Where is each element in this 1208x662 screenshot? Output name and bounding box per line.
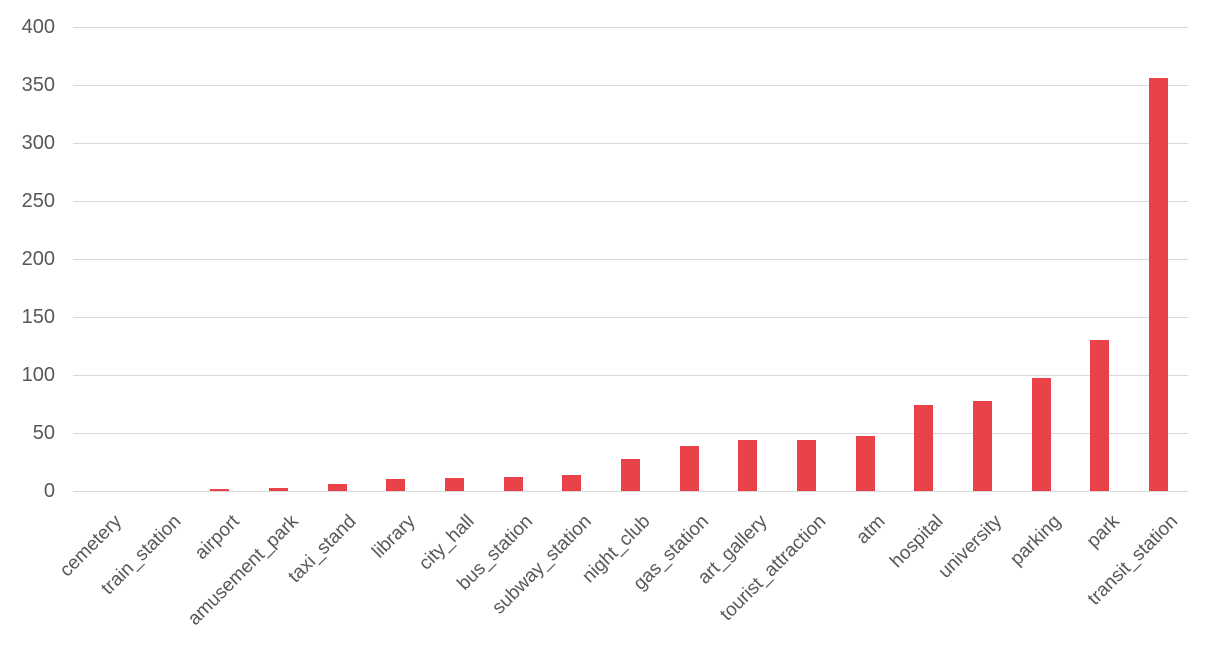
gridline-200 (73, 258, 1188, 260)
x-tick-label-university: university (934, 511, 1007, 583)
y-tick-label-350: 350 (21, 74, 55, 96)
bar-park (1090, 340, 1109, 491)
gridline-150 (73, 316, 1188, 318)
x-tick-label-tourist_attraction: tourist_attraction (716, 511, 831, 626)
bar-subway_station (562, 475, 581, 491)
bar-night_club (621, 459, 640, 491)
bar-art_gallery (738, 440, 757, 491)
y-tick-label-200: 200 (21, 248, 55, 270)
y-tick-label-100: 100 (21, 364, 55, 386)
y-tick-label-150: 150 (21, 306, 55, 328)
y-tick-label-300: 300 (21, 132, 55, 154)
x-tick-label-atm: atm (851, 511, 890, 549)
bar-gas_station (680, 446, 699, 491)
bar-atm (856, 436, 875, 491)
bar-city_hall (445, 478, 464, 491)
bar-hospital (914, 405, 933, 491)
gridline-400 (73, 26, 1188, 28)
y-tick-label-50: 50 (32, 422, 55, 444)
x-tick-label-parking: parking (1006, 511, 1066, 570)
bar-tourist_attraction (797, 440, 816, 491)
gridline-300 (73, 142, 1188, 144)
gridline-50 (73, 432, 1188, 434)
bar-parking (1032, 378, 1051, 491)
y-tick-label-0: 0 (43, 480, 55, 502)
bar-amusement_park (269, 488, 288, 491)
y-tick-label-250: 250 (21, 190, 55, 212)
bar-taxi_stand (328, 484, 347, 491)
bar-bus_station (504, 477, 523, 491)
y-tick-label-400: 400 (21, 16, 55, 38)
gridline-0 (73, 490, 1188, 492)
bar-library (386, 479, 405, 491)
x-tick-label-airport: airport (190, 511, 244, 564)
gridline-350 (73, 84, 1188, 86)
bar-transit_station (1149, 78, 1168, 491)
gridline-250 (73, 200, 1188, 202)
bar-university (973, 401, 992, 491)
gridline-100 (73, 374, 1188, 376)
x-tick-label-library: library (368, 511, 420, 563)
x-tick-label-park: park (1082, 511, 1124, 552)
bar-airport (210, 489, 229, 491)
